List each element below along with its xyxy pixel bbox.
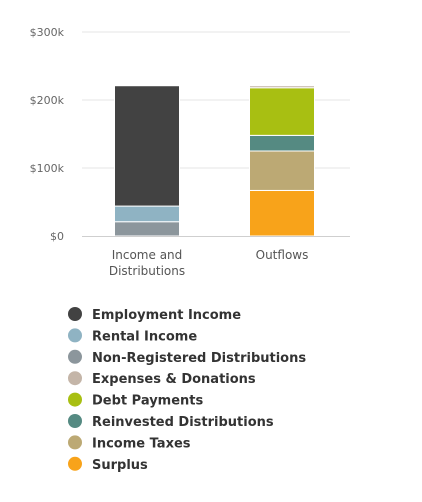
legend-label: Rental Income [92,329,197,344]
legend-swatch [68,414,82,428]
legend-item[interactable]: Non-Registered Distributions [68,349,306,366]
legend-label: Surplus [92,458,148,473]
legend-label: Income Taxes [92,436,191,451]
y-tick-label: $200k [30,94,65,107]
legend-item[interactable]: Expenses & Donations [68,371,256,387]
legend-swatch [68,392,82,407]
y-tick-label: $100k [30,162,65,175]
legend-swatch [68,456,82,471]
legend-item[interactable]: Rental Income [68,328,197,344]
legend-label: Reinvested Distributions [92,415,274,430]
legend-swatch [68,349,82,364]
legend-swatch [68,328,82,343]
x-tick-label: Income and Distributions [109,248,185,278]
legend-item[interactable]: Debt Payments [68,392,204,409]
bar-segment[interactable] [249,150,315,191]
legend-label: Expenses & Donations [92,372,256,387]
x-tick-label-line: Income and [112,248,183,262]
y-tick-label: $0 [50,230,64,243]
bar-segment[interactable] [114,85,180,207]
x-tick-label: Outflows [256,248,309,262]
bar-segment[interactable] [249,189,315,237]
x-axis-labels: Income and Distributions Outflows [109,248,309,278]
legend-item[interactable]: Reinvested Distributions [68,414,274,430]
bar-segment[interactable] [249,87,315,136]
legend-item[interactable]: Income Taxes [68,435,191,451]
legend-label: Employment Income [92,308,241,323]
legend-swatch [68,435,82,450]
bar-segment[interactable] [249,85,315,89]
legend-swatch [68,307,82,321]
legend-item[interactable]: Surplus [68,456,148,473]
legend-item[interactable]: Employment Income [68,307,241,323]
legend-label: Non-Registered Distributions [92,351,306,366]
x-tick-label-line: Distributions [109,264,185,278]
y-tick-label: $300k [30,26,65,39]
bar-segment[interactable] [249,134,315,152]
legend[interactable]: Employment Income Rental Income Non-Regist… [68,307,306,473]
legend-swatch [68,371,82,386]
bar-segment[interactable] [114,221,180,237]
legend-label: Debt Payments [92,394,204,409]
bars [114,85,315,237]
x-tick-label-line: Outflows [256,248,309,262]
y-axis-ticks: $0 $100k $200k $300k [30,26,65,243]
bar-segment[interactable] [114,205,180,223]
